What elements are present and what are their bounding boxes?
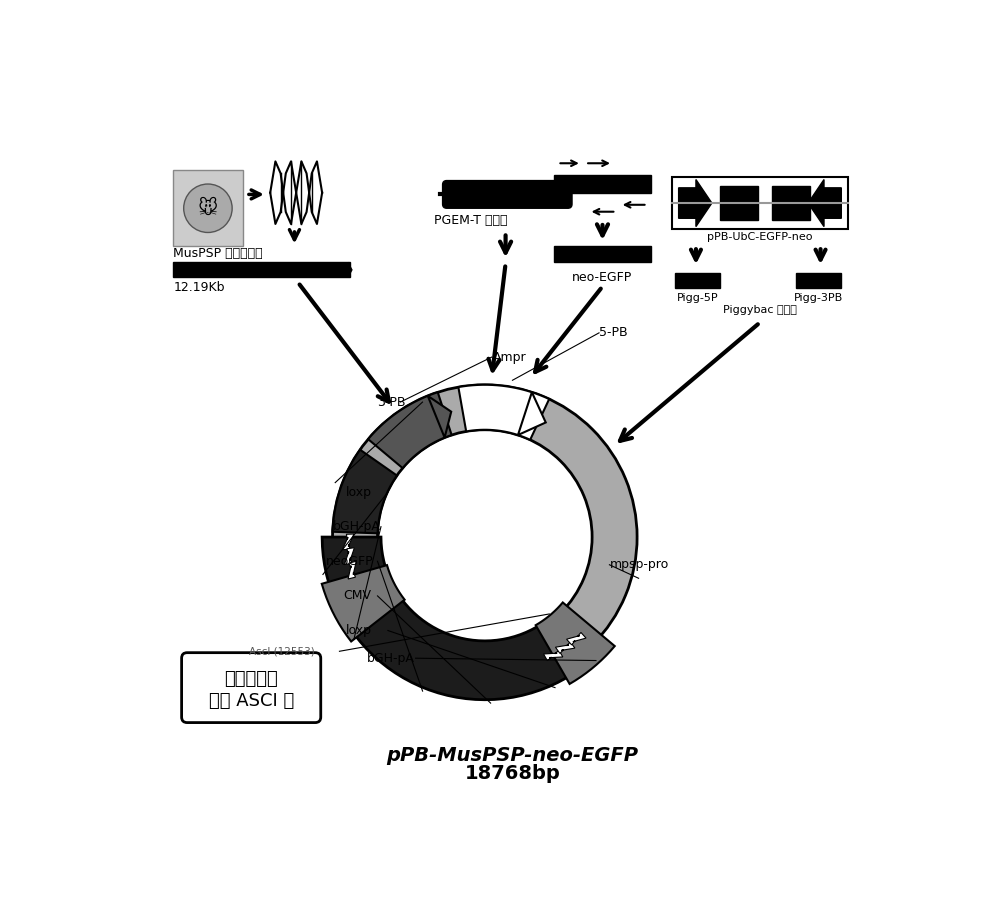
FancyBboxPatch shape <box>554 246 651 262</box>
Polygon shape <box>555 642 575 654</box>
Text: Piggybac 转座元: Piggybac 转座元 <box>723 305 797 315</box>
Text: pPB-UbC-EGFP-neo: pPB-UbC-EGFP-neo <box>707 232 813 243</box>
FancyBboxPatch shape <box>672 177 848 229</box>
Text: 插入 ASCI 位: 插入 ASCI 位 <box>209 691 294 709</box>
FancyBboxPatch shape <box>173 263 350 278</box>
Text: neo-EGFP: neo-EGFP <box>572 271 633 284</box>
Text: 12.19Kb: 12.19Kb <box>173 281 225 294</box>
Polygon shape <box>322 537 589 699</box>
FancyBboxPatch shape <box>772 186 810 220</box>
FancyBboxPatch shape <box>796 272 841 288</box>
Wedge shape <box>333 385 637 690</box>
Text: pPB-MusPSP-neo-EGFP: pPB-MusPSP-neo-EGFP <box>386 745 639 765</box>
Polygon shape <box>458 385 549 440</box>
FancyBboxPatch shape <box>173 170 243 246</box>
Text: bGH-pA: bGH-pA <box>367 652 415 664</box>
Text: 5-PB: 5-PB <box>599 326 628 339</box>
Text: neoGFP: neoGFP <box>326 555 373 568</box>
FancyBboxPatch shape <box>182 653 321 723</box>
Text: AscI (12553): AscI (12553) <box>249 646 315 656</box>
Polygon shape <box>348 263 352 278</box>
Text: bGH-pA: bGH-pA <box>333 521 380 533</box>
Text: Pigg-5P: Pigg-5P <box>677 293 718 303</box>
Text: loxp: loxp <box>346 624 372 637</box>
Polygon shape <box>333 450 397 533</box>
Polygon shape <box>348 561 356 579</box>
Text: Pigg-3PB: Pigg-3PB <box>794 293 843 303</box>
Polygon shape <box>544 650 563 661</box>
FancyBboxPatch shape <box>720 186 758 220</box>
Text: 18768bp: 18768bp <box>465 764 560 783</box>
Text: 🐭: 🐭 <box>198 199 218 218</box>
Polygon shape <box>518 392 546 435</box>
Circle shape <box>184 184 232 233</box>
Polygon shape <box>428 396 451 438</box>
Polygon shape <box>567 632 586 645</box>
Polygon shape <box>344 547 354 565</box>
Polygon shape <box>536 602 615 684</box>
Polygon shape <box>322 565 405 642</box>
FancyBboxPatch shape <box>675 272 720 288</box>
Polygon shape <box>808 180 841 227</box>
Text: MusPSP 上游调控区: MusPSP 上游调控区 <box>173 246 263 260</box>
Text: mpsp-pro: mpsp-pro <box>609 558 669 571</box>
Text: loxp: loxp <box>346 485 372 499</box>
Text: 3-PB: 3-PB <box>378 396 406 408</box>
Text: PGEM-T 载体骨: PGEM-T 载体骨 <box>434 214 508 227</box>
Polygon shape <box>679 180 712 227</box>
Text: CMV: CMV <box>343 590 371 602</box>
Text: 供外源基因: 供外源基因 <box>224 670 278 688</box>
Polygon shape <box>342 534 354 549</box>
Text: Ampr: Ampr <box>493 351 527 363</box>
Polygon shape <box>368 392 452 468</box>
FancyBboxPatch shape <box>443 181 572 209</box>
FancyBboxPatch shape <box>554 175 651 193</box>
